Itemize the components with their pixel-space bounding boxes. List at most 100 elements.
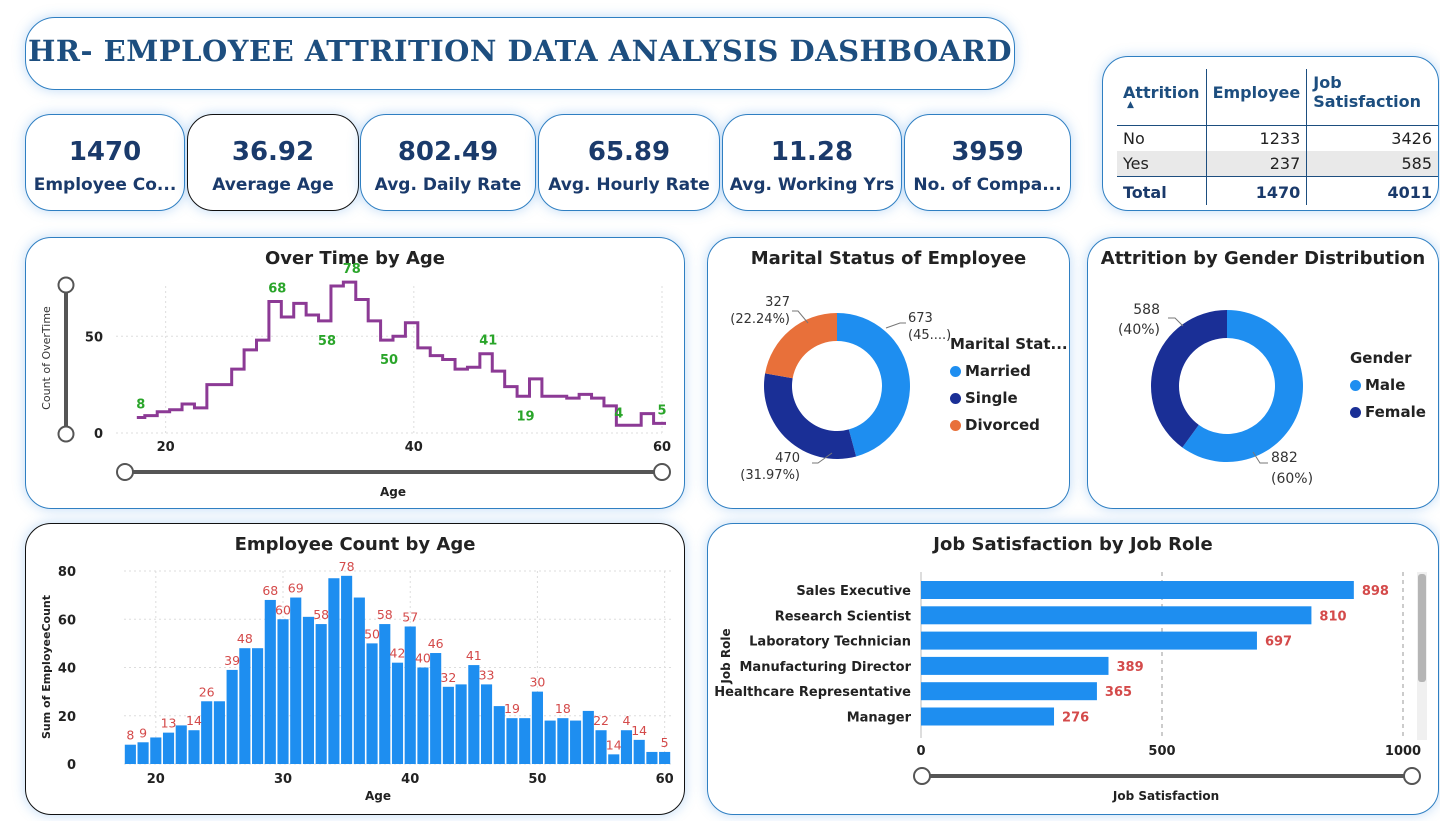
age-bar[interactable]: [519, 718, 531, 764]
table-header-attrition[interactable]: Attrition ▲: [1117, 69, 1207, 126]
job-role-bar[interactable]: [921, 707, 1055, 726]
donut-slice-female[interactable]: [1151, 310, 1227, 448]
data-label: 68: [262, 583, 278, 598]
data-label: 33: [479, 667, 495, 682]
age-bar[interactable]: [557, 718, 569, 764]
table-header-employee[interactable]: Employee: [1205, 69, 1307, 126]
table-header-job-satisfaction[interactable]: Job Satisfaction: [1306, 69, 1438, 126]
job-role-bar[interactable]: [921, 606, 1312, 625]
y-axis-label: Count of OverTime: [40, 306, 53, 410]
age-bar[interactable]: [633, 739, 645, 764]
kpi-employee-count[interactable]: 1470 Employee Co...: [25, 114, 185, 211]
job-role-bar[interactable]: [921, 581, 1354, 599]
y-slider[interactable]: [57, 276, 75, 443]
job-role-bar[interactable]: [921, 656, 1109, 675]
age-bar[interactable]: [201, 701, 213, 764]
kpi-avg-hourly-rate[interactable]: 65.89 Avg. Hourly Rate: [538, 114, 720, 211]
job-role-bar[interactable]: [921, 631, 1257, 650]
age-bar[interactable]: [175, 725, 187, 764]
job-role-label: Manager: [847, 711, 912, 726]
data-label: 9: [139, 725, 147, 740]
age-bar[interactable]: [162, 732, 175, 764]
header-label: Attrition: [1123, 82, 1200, 102]
age-bar[interactable]: [315, 624, 327, 764]
job-role-bar[interactable]: [921, 682, 1097, 701]
age-bar[interactable]: [188, 730, 200, 764]
age-bar[interactable]: [531, 691, 543, 764]
y-slider-bottom-handle[interactable]: [57, 425, 75, 443]
kpi-num-companies[interactable]: 3959 No. of Compa...: [904, 114, 1071, 211]
x-slider[interactable]: [116, 463, 671, 481]
age-bar[interactable]: [430, 653, 442, 764]
kpi-avg-working-years[interactable]: 11.28 Avg. Working Yrs: [722, 114, 902, 211]
scrollbar-thumb[interactable]: [1418, 574, 1426, 682]
x-slider-right-handle[interactable]: [1403, 767, 1421, 785]
age-bar[interactable]: [544, 720, 556, 764]
legend-item-married[interactable]: Married: [950, 362, 1068, 380]
age-bar[interactable]: [379, 624, 391, 764]
x-slider[interactable]: [913, 767, 1421, 785]
donut-slice-single[interactable]: [764, 373, 857, 459]
table-row[interactable]: Yes 237 585: [1117, 151, 1438, 177]
age-bar[interactable]: [277, 619, 289, 764]
age-bar[interactable]: [137, 742, 149, 764]
age-bar[interactable]: [391, 662, 404, 764]
age-bar[interactable]: [353, 597, 365, 764]
kpi-average-age[interactable]: 36.92 Average Age: [187, 114, 359, 211]
age-bar[interactable]: [150, 737, 162, 764]
kpi-label: Employee Co...: [33, 175, 177, 195]
age-bar[interactable]: [302, 616, 315, 764]
gender-attrition-card: Attrition by Gender Distribution 882 (60…: [1087, 237, 1439, 509]
chart-title: Employee Count by Age: [234, 534, 476, 555]
age-bar[interactable]: [328, 578, 340, 764]
age-bar[interactable]: [480, 684, 493, 764]
age-bar[interactable]: [659, 751, 671, 764]
age-bar[interactable]: [404, 626, 416, 764]
age-bar[interactable]: [264, 599, 276, 764]
data-label: 32: [440, 670, 456, 685]
age-bar[interactable]: [582, 710, 594, 764]
legend-label: Female: [1365, 403, 1426, 421]
age-bar[interactable]: [124, 744, 136, 764]
age-bar[interactable]: [366, 643, 378, 764]
legend-dot-icon: [950, 393, 961, 404]
x-tick-label: 20: [157, 440, 175, 455]
age-bar[interactable]: [595, 730, 607, 764]
age-bar[interactable]: [608, 754, 620, 764]
age-bar[interactable]: [252, 648, 264, 764]
dashboard-title-card: HR- EMPLOYEE ATTRITION DATA ANALYSIS DAS…: [25, 17, 1015, 90]
legend-item-female[interactable]: Female: [1350, 403, 1426, 421]
legend-item-single[interactable]: Single: [950, 389, 1068, 407]
donut-slice-married[interactable]: [837, 313, 910, 457]
age-bar[interactable]: [646, 751, 658, 764]
kpi-value: 3959: [951, 137, 1024, 167]
data-label: 68: [268, 281, 286, 296]
age-bar[interactable]: [493, 706, 505, 764]
x-slider-left-handle[interactable]: [116, 463, 134, 481]
age-bar[interactable]: [620, 730, 633, 764]
attrition-table-card: Attrition ▲ Employee Job Satisfaction No…: [1102, 56, 1439, 211]
table-row[interactable]: No 1233 3426: [1117, 125, 1438, 151]
x-slider-right-handle[interactable]: [653, 463, 671, 481]
age-bar[interactable]: [570, 720, 582, 764]
legend-item-male[interactable]: Male: [1350, 376, 1426, 394]
x-slider-left-handle[interactable]: [913, 767, 931, 785]
age-bar[interactable]: [213, 701, 225, 764]
age-bar[interactable]: [239, 648, 251, 764]
donut-slice-divorced[interactable]: [765, 313, 837, 379]
age-bar[interactable]: [226, 669, 238, 764]
job-satisfaction-bar-chart: Sales Executive Research Scientist Laborat…: [714, 572, 1427, 803]
age-bar[interactable]: [455, 684, 467, 764]
y-slider-top-handle[interactable]: [57, 276, 75, 294]
x-tick-label: 50: [528, 772, 546, 787]
age-bar[interactable]: [290, 597, 302, 764]
age-bar[interactable]: [417, 667, 429, 765]
age-bar[interactable]: [442, 686, 454, 764]
age-bar[interactable]: [506, 718, 518, 764]
age-bar[interactable]: [341, 575, 353, 764]
legend-item-divorced[interactable]: Divorced: [950, 416, 1068, 434]
data-label: 39: [224, 653, 240, 668]
age-bar[interactable]: [468, 665, 480, 764]
kpi-avg-daily-rate[interactable]: 802.49 Avg. Daily Rate: [360, 114, 536, 211]
donut-slice-male[interactable]: [1182, 310, 1303, 462]
